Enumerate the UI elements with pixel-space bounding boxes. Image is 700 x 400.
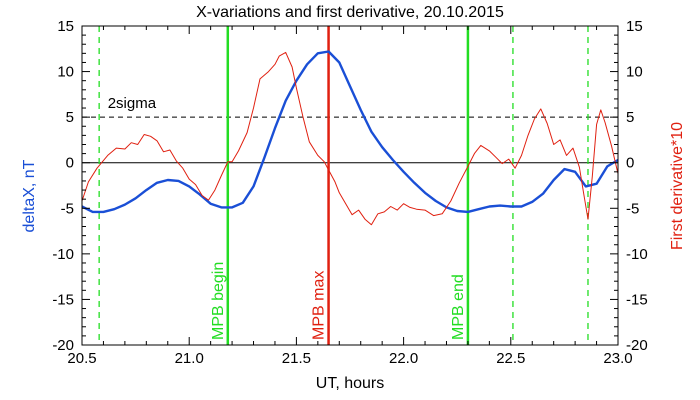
y-tick-label-left: -20 [52, 337, 74, 354]
chart-title: X-variations and first derivative, 20.10… [196, 4, 504, 21]
y-tick-label-right: 0 [626, 155, 634, 172]
y-axis-label-right: First derivative*10 [669, 122, 686, 250]
x-tick-label: 21.5 [282, 350, 311, 367]
y-tick-label-right: 15 [626, 18, 643, 35]
y-tick-label-right: -20 [626, 337, 648, 354]
y-axis-label-left: deltaX, nT [21, 159, 38, 232]
x-tick-label: 22.5 [496, 350, 525, 367]
y-tick-label-left: -15 [52, 291, 74, 308]
vline-label-mpb-max: MPB max [311, 271, 328, 340]
y-tick-label-right: -10 [626, 246, 648, 263]
x-axis-label: UT, hours [316, 375, 384, 392]
vline-label-mpb-end: MPB end [450, 274, 467, 340]
x-tick-label: 23.0 [603, 350, 632, 367]
y-tick-label-left: 5 [66, 109, 74, 126]
plot-frame [81, 25, 619, 346]
y-tick-label-left: -5 [61, 200, 74, 217]
y-tick-label-left: 15 [57, 18, 74, 35]
series-derivative-line [81, 51, 619, 226]
y-tick-label-right: 10 [626, 64, 643, 81]
y-tick-label-right: 5 [626, 109, 634, 126]
x-tick-label: 22.0 [389, 350, 418, 367]
y-tick-label-right: -15 [626, 291, 648, 308]
y-tick-label-right: -5 [626, 200, 639, 217]
series-deltax-line [81, 50, 619, 214]
y-tick-label-left: -10 [52, 246, 74, 263]
x-tick-label: 20.5 [67, 350, 96, 367]
y-tick-label-left: 0 [66, 155, 74, 172]
x-tick-label: 21.0 [175, 350, 204, 367]
vline-label-mpb-begin: MPB begin [210, 262, 227, 340]
threshold-label: 2sigma [108, 95, 157, 112]
y-tick-label-left: 10 [57, 64, 74, 81]
